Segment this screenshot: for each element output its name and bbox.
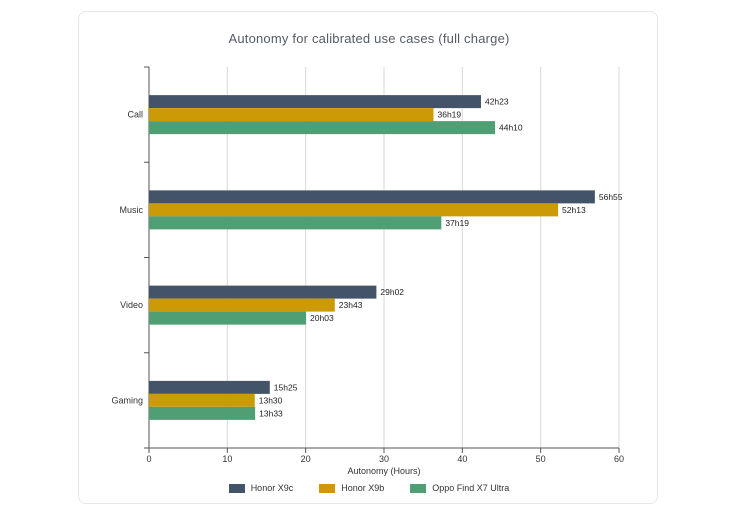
- data-label: 29h02: [380, 287, 404, 297]
- data-label: 15h25: [274, 382, 298, 392]
- data-label: 42h23: [485, 97, 509, 107]
- bar-honor-x9b: [149, 298, 335, 312]
- x-tick-label: 40: [457, 454, 467, 464]
- legend-item-honor-x9c[interactable]: Honor X9c: [228, 483, 294, 493]
- legend-swatch: [319, 483, 336, 493]
- bar-oppo-find-x7-ultra: [149, 216, 442, 230]
- data-label: 44h10: [499, 123, 523, 133]
- x-tick-label: 50: [536, 454, 546, 464]
- bar-honor-x9c: [149, 95, 481, 109]
- data-label: 56h55: [599, 192, 623, 202]
- data-label: 37h19: [445, 218, 469, 228]
- category-label: Video: [120, 300, 143, 310]
- x-axis-label: Autonomy (Hours): [347, 466, 420, 476]
- bar-oppo-find-x7-ultra: [149, 121, 495, 135]
- legend-label: Honor X9b: [341, 483, 385, 493]
- bar-honor-x9c: [149, 380, 270, 394]
- bar-oppo-find-x7-ultra: [149, 406, 256, 420]
- data-label: 52h13: [562, 205, 586, 215]
- bar-oppo-find-x7-ultra: [149, 311, 307, 325]
- legend-label: Honor X9c: [250, 483, 294, 493]
- legend-swatch: [228, 483, 245, 493]
- data-label: 13h33: [259, 408, 283, 418]
- legend-item-oppo-find-x7-ultra[interactable]: Oppo Find X7 Ultra: [410, 483, 509, 493]
- legend-item-honor-x9b[interactable]: Honor X9b: [319, 483, 384, 493]
- bar-honor-x9c: [149, 285, 377, 299]
- data-label: 13h30: [259, 395, 283, 405]
- legend-swatch: [410, 483, 427, 493]
- x-tick-label: 0: [146, 454, 151, 464]
- x-tick-label: 20: [301, 454, 311, 464]
- chart-card: [78, 11, 658, 504]
- x-tick-label: 60: [614, 454, 624, 464]
- legend-label: Oppo Find X7 Ultra: [432, 483, 510, 493]
- chart-title: Autonomy for calibrated use cases (full …: [228, 31, 510, 46]
- x-tick-label: 30: [379, 454, 389, 464]
- category-label: Gaming: [111, 395, 143, 405]
- bar-honor-x9b: [149, 393, 255, 407]
- bar-honor-x9b: [149, 203, 559, 217]
- bar-honor-x9b: [149, 108, 434, 122]
- data-label: 20h03: [310, 313, 334, 323]
- category-label: Call: [127, 110, 143, 120]
- bar-honor-x9c: [149, 190, 595, 204]
- data-label: 23h43: [339, 300, 363, 310]
- x-tick-label: 10: [222, 454, 232, 464]
- data-label: 36h19: [438, 110, 462, 120]
- category-label: Music: [119, 205, 143, 215]
- chart-legend: Honor X9c Honor X9b Oppo Find X7 Ultra: [0, 483, 738, 493]
